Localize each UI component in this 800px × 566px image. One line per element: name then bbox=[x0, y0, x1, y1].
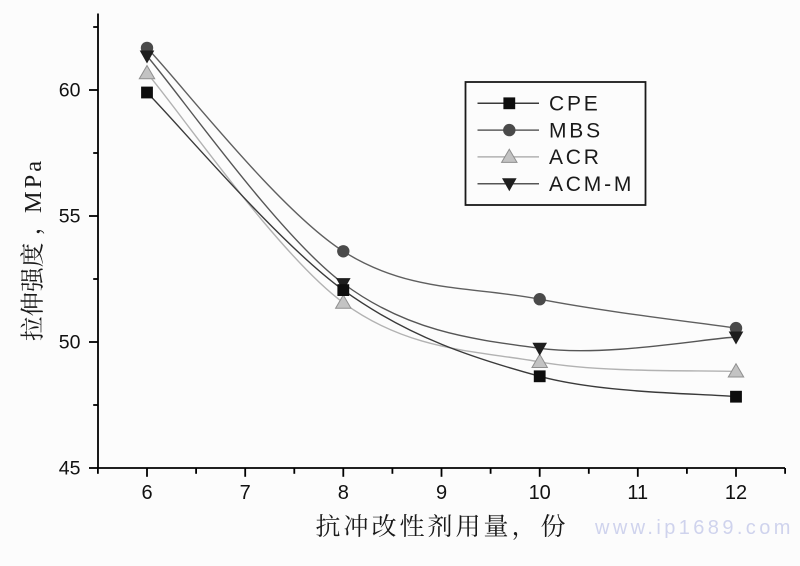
svg-text:www.ip1689.com: www.ip1689.com bbox=[594, 517, 794, 539]
svg-text:7: 7 bbox=[240, 482, 251, 504]
svg-text:12: 12 bbox=[725, 482, 747, 504]
svg-text:6: 6 bbox=[141, 482, 152, 504]
svg-text:60: 60 bbox=[59, 80, 81, 102]
svg-text:9: 9 bbox=[436, 482, 447, 504]
svg-text:CPE: CPE bbox=[549, 93, 601, 116]
svg-text:MPa: MPa bbox=[20, 158, 47, 213]
svg-text:ACM-M: ACM-M bbox=[549, 173, 634, 196]
svg-text:ACR: ACR bbox=[549, 146, 602, 169]
svg-text:8: 8 bbox=[338, 482, 349, 504]
svg-text:50: 50 bbox=[59, 332, 81, 354]
svg-text:55: 55 bbox=[59, 206, 81, 228]
svg-text:45: 45 bbox=[59, 458, 81, 480]
svg-text:MBS: MBS bbox=[549, 119, 603, 142]
svg-text:10: 10 bbox=[529, 482, 551, 504]
svg-text:11: 11 bbox=[627, 482, 648, 504]
